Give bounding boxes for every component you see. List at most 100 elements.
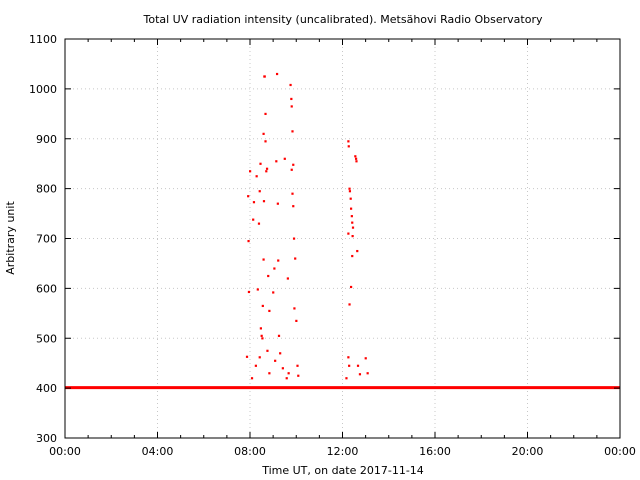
data-point (291, 192, 294, 195)
data-point (292, 237, 296, 240)
data-point (350, 215, 353, 218)
data-point (276, 202, 279, 205)
data-point (247, 290, 251, 294)
data-point (258, 356, 261, 359)
data-point (264, 112, 267, 116)
data-point (265, 167, 269, 170)
data-point (351, 254, 354, 258)
data-point (347, 145, 350, 148)
data-point (261, 304, 264, 308)
data-point (283, 157, 286, 160)
data-point (252, 218, 255, 221)
data-point (256, 288, 259, 291)
data-point (290, 97, 293, 101)
x-tick-label: 12:00 (327, 445, 359, 458)
data-point (277, 259, 280, 262)
data-point (267, 274, 270, 278)
data-point (287, 372, 290, 375)
data-point (257, 222, 261, 225)
data-point (255, 175, 258, 178)
x-tick-label: 00:00 (604, 445, 636, 458)
data-point (261, 337, 264, 340)
data-point (291, 130, 294, 133)
data-point (297, 374, 300, 377)
x-axis-label: Time UT, on date 2017-11-14 (261, 464, 424, 477)
data-point (349, 197, 352, 200)
data-point (254, 364, 257, 367)
data-point (348, 190, 352, 193)
data-point (274, 359, 277, 362)
data-point (351, 221, 354, 224)
data-points (245, 72, 369, 380)
data-point (292, 163, 295, 166)
data-point (275, 72, 279, 76)
data-point (258, 190, 261, 193)
data-point (293, 307, 296, 310)
x-tick-label: 04:00 (142, 445, 174, 458)
data-point (262, 200, 266, 203)
data-point (348, 364, 351, 367)
y-tick-label: 800 (36, 183, 57, 196)
data-point (290, 105, 293, 108)
data-point (349, 285, 353, 289)
data-point (245, 355, 249, 358)
data-point (259, 162, 262, 165)
data-point (348, 187, 351, 190)
data-point (349, 207, 353, 210)
data-point (285, 377, 288, 380)
y-tick-label: 1100 (29, 33, 57, 46)
data-point (250, 377, 254, 380)
data-point (273, 267, 276, 270)
y-tick-label: 1000 (29, 83, 57, 96)
data-point (354, 155, 357, 158)
data-point (264, 140, 267, 143)
data-point (366, 372, 369, 375)
data-point (281, 367, 284, 370)
data-point (358, 373, 362, 376)
data-point (260, 334, 263, 337)
data-point (263, 75, 266, 78)
data-point (356, 364, 360, 367)
data-point (296, 364, 299, 367)
data-point (265, 170, 268, 173)
data-point (351, 226, 355, 229)
y-tick-label: 900 (36, 133, 57, 146)
data-point (247, 195, 250, 198)
data-point (345, 377, 348, 380)
data-point (279, 352, 282, 355)
data-point (294, 257, 297, 260)
data-point (356, 249, 359, 253)
data-point (275, 160, 278, 163)
data-point (354, 157, 358, 160)
x-tick-label: 20:00 (512, 445, 544, 458)
y-axis-label: Arbitrary unit (4, 201, 17, 275)
data-point (286, 277, 289, 280)
data-point (277, 334, 281, 337)
y-tick-label: 600 (36, 282, 57, 295)
data-point (252, 201, 256, 204)
y-tick-labels: 300 400 500 600 700 800 900 1000 1100 (29, 33, 57, 445)
data-point (355, 160, 358, 163)
data-point (249, 170, 252, 173)
x-tick-label: 08:00 (234, 445, 266, 458)
data-point (351, 235, 354, 238)
data-point (268, 309, 271, 313)
x-tick-label: 00:00 (49, 445, 81, 458)
data-point (292, 205, 295, 208)
data-point (262, 258, 265, 261)
data-point (262, 132, 265, 135)
x-tick-labels: 00:00 04:00 08:00 12:00 16:00 20:00 00:00 (49, 445, 636, 458)
data-point (347, 356, 350, 359)
y-tick-label: 500 (36, 332, 57, 345)
data-point (247, 239, 250, 243)
data-point (272, 291, 275, 294)
y-tick-label: 300 (36, 432, 57, 445)
data-point (347, 232, 350, 235)
data-point (266, 349, 269, 352)
data-point (364, 357, 367, 360)
ticks (64, 38, 621, 439)
data-point (259, 327, 262, 330)
data-point (290, 168, 293, 171)
data-point (295, 319, 298, 322)
